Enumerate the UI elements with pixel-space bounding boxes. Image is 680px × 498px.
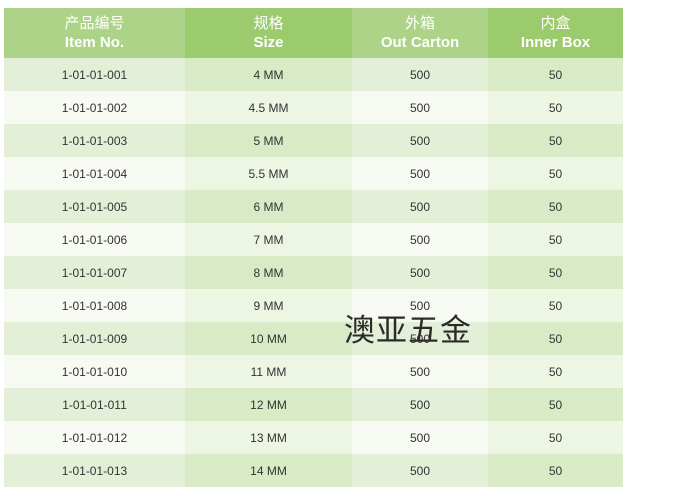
header-item-en: Item No. bbox=[64, 34, 125, 51]
header-carton-cn: 外箱 bbox=[404, 15, 435, 32]
table-row: 1-01-01-008 9 MM 500 50 bbox=[4, 289, 623, 322]
inner-box-cell: 50 bbox=[488, 355, 623, 388]
item-no-cell: 1-01-01-007 bbox=[4, 256, 185, 289]
size-cell: 12 MM bbox=[185, 388, 352, 421]
size-cell: 7 MM bbox=[185, 223, 352, 256]
size-cell: 8 MM bbox=[185, 256, 352, 289]
item-no-cell: 1-01-01-013 bbox=[4, 454, 185, 487]
header-out-carton: 外箱 Out Carton bbox=[352, 8, 488, 58]
inner-box-cell: 50 bbox=[488, 58, 623, 91]
item-no-cell: 1-01-01-008 bbox=[4, 289, 185, 322]
header-item-no: 产品编号 Item No. bbox=[4, 8, 185, 58]
table-row: 1-01-01-006 7 MM 500 50 bbox=[4, 223, 623, 256]
out-carton-cell: 500 bbox=[352, 454, 488, 487]
inner-box-cell: 50 bbox=[488, 322, 623, 355]
size-cell: 11 MM bbox=[185, 355, 352, 388]
table-row: 1-01-01-010 11 MM 500 50 bbox=[4, 355, 623, 388]
out-carton-cell: 500 bbox=[352, 256, 488, 289]
header-inner-en: Inner Box bbox=[520, 34, 591, 51]
header-size-cn: 规格 bbox=[253, 15, 284, 32]
table-row: 1-01-01-012 13 MM 500 50 bbox=[4, 421, 623, 454]
inner-box-cell: 50 bbox=[488, 124, 623, 157]
out-carton-cell: 500 bbox=[352, 157, 488, 190]
size-cell: 9 MM bbox=[185, 289, 352, 322]
out-carton-cell: 500 bbox=[352, 355, 488, 388]
item-no-cell: 1-01-01-005 bbox=[4, 190, 185, 223]
inner-box-cell: 50 bbox=[488, 223, 623, 256]
header-item-cn: 产品编号 bbox=[64, 15, 125, 32]
out-carton-cell: 500 bbox=[352, 322, 488, 355]
size-cell: 4.5 MM bbox=[185, 91, 352, 124]
table-row: 1-01-01-009 10 MM 500 50 bbox=[4, 322, 623, 355]
table-row: 1-01-01-003 5 MM 500 50 bbox=[4, 124, 623, 157]
out-carton-cell: 500 bbox=[352, 91, 488, 124]
watermark-text: 澳亚五金 bbox=[344, 313, 472, 349]
table-row: 1-01-01-011 12 MM 500 50 bbox=[4, 388, 623, 421]
table-row: 1-01-01-007 8 MM 500 50 bbox=[4, 256, 623, 289]
table-row: 1-01-01-013 14 MM 500 50 bbox=[4, 454, 623, 487]
item-no-cell: 1-01-01-009 bbox=[4, 322, 185, 355]
table-body: 1-01-01-001 4 MM 500 50 1-01-01-002 4.5 MM 500… bbox=[4, 58, 623, 487]
table-row: 1-01-01-005 6 MM 500 50 bbox=[4, 190, 623, 223]
inner-box-cell: 50 bbox=[488, 421, 623, 454]
size-cell: 5 MM bbox=[185, 124, 352, 157]
size-cell: 5.5 MM bbox=[185, 157, 352, 190]
out-carton-cell: 500 bbox=[352, 190, 488, 223]
table-row: 1-01-01-001 4 MM 500 50 bbox=[4, 58, 623, 91]
table-row: 1-01-01-004 5.5 MM 500 50 bbox=[4, 157, 623, 190]
header-size-en: Size bbox=[253, 34, 284, 51]
inner-box-cell: 50 bbox=[488, 91, 623, 124]
out-carton-cell: 500 bbox=[352, 124, 488, 157]
inner-box-cell: 50 bbox=[488, 190, 623, 223]
item-no-cell: 1-01-01-011 bbox=[4, 388, 185, 421]
out-carton-cell: 500 bbox=[352, 223, 488, 256]
header-inner-cn: 内盒 bbox=[540, 15, 571, 32]
inner-box-cell: 50 bbox=[488, 157, 623, 190]
item-no-cell: 1-01-01-006 bbox=[4, 223, 185, 256]
item-no-cell: 1-01-01-010 bbox=[4, 355, 185, 388]
out-carton-cell: 500 bbox=[352, 58, 488, 91]
item-no-cell: 1-01-01-012 bbox=[4, 421, 185, 454]
header-size: 规格 Size bbox=[185, 8, 352, 58]
item-no-cell: 1-01-01-004 bbox=[4, 157, 185, 190]
item-no-cell: 1-01-01-003 bbox=[4, 124, 185, 157]
inner-box-cell: 50 bbox=[488, 454, 623, 487]
size-cell: 4 MM bbox=[185, 58, 352, 91]
product-table: 产品编号 Item No. 规格 Size 外箱 Out Carton 内盒 I… bbox=[4, 8, 623, 487]
table-header-row: 产品编号 Item No. 规格 Size 外箱 Out Carton 内盒 I… bbox=[4, 8, 623, 58]
size-cell: 6 MM bbox=[185, 190, 352, 223]
header-inner-box: 内盒 Inner Box bbox=[488, 8, 623, 58]
table-row: 1-01-01-002 4.5 MM 500 50 bbox=[4, 91, 623, 124]
inner-box-cell: 50 bbox=[488, 256, 623, 289]
inner-box-cell: 50 bbox=[488, 388, 623, 421]
header-carton-en: Out Carton bbox=[380, 34, 460, 51]
size-cell: 13 MM bbox=[185, 421, 352, 454]
out-carton-cell: 500 bbox=[352, 289, 488, 322]
size-cell: 14 MM bbox=[185, 454, 352, 487]
out-carton-cell: 500 bbox=[352, 388, 488, 421]
size-cell: 10 MM bbox=[185, 322, 352, 355]
out-carton-cell: 500 bbox=[352, 421, 488, 454]
item-no-cell: 1-01-01-001 bbox=[4, 58, 185, 91]
inner-box-cell: 50 bbox=[488, 289, 623, 322]
item-no-cell: 1-01-01-002 bbox=[4, 91, 185, 124]
